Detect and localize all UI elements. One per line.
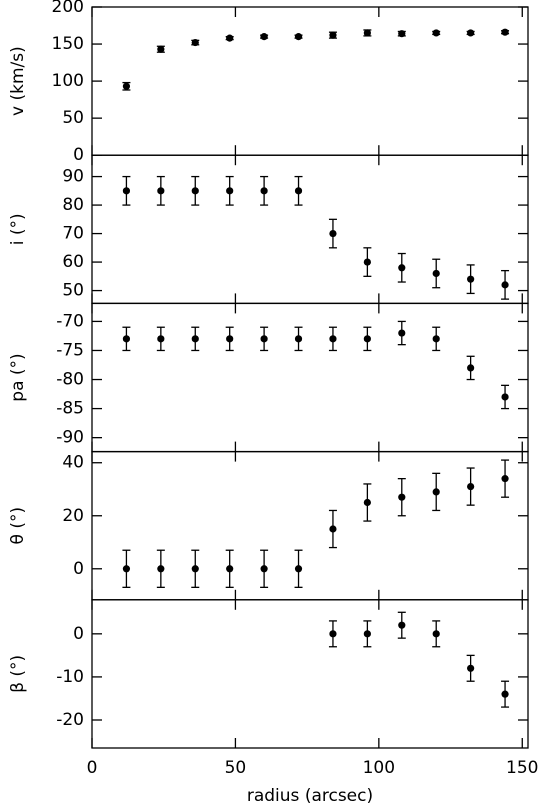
point [329, 335, 337, 343]
y-tick-label: 200 [52, 0, 84, 17]
y-tick-label: 100 [52, 71, 84, 91]
point [398, 264, 406, 272]
y-axis-label: v (km/s) [8, 46, 28, 116]
point [363, 335, 371, 343]
point [191, 187, 199, 195]
x-axis-label: radius (arcsec) [247, 786, 373, 806]
point [294, 335, 303, 343]
point [432, 269, 440, 278]
point [398, 329, 406, 337]
point [122, 335, 131, 343]
point [467, 664, 475, 672]
y-tick-label: 60 [62, 252, 84, 272]
y-axis-label: β (°) [8, 655, 28, 693]
y-tick-label: 0 [73, 624, 84, 644]
y-axis-label: θ (°) [8, 507, 28, 545]
point [157, 335, 165, 343]
point [122, 565, 131, 573]
y-tick-label: 20 [62, 506, 84, 526]
point [467, 29, 475, 37]
point [363, 258, 371, 266]
point [122, 82, 131, 90]
y-tick-label: 90 [62, 167, 84, 187]
y-tick-label: -70 [56, 311, 84, 331]
point [398, 30, 406, 38]
point [467, 482, 475, 491]
point [329, 630, 337, 638]
point [191, 38, 199, 47]
y-tick-label: 50 [62, 281, 84, 301]
y-tick-label: -90 [56, 428, 84, 448]
point [260, 187, 268, 195]
point [226, 565, 234, 573]
point [467, 275, 475, 283]
point [501, 281, 509, 289]
panel-frame [91, 450, 529, 601]
point [260, 335, 268, 343]
point [260, 565, 268, 573]
point [157, 187, 165, 195]
y-tick-label: -10 [56, 667, 84, 687]
panel-frame [91, 6, 529, 156]
y-tick-label: 150 [52, 34, 84, 54]
panel-frame [91, 302, 529, 453]
y-tick-label: 70 [62, 224, 84, 244]
y-tick-label: 0 [73, 559, 84, 579]
point [226, 34, 234, 42]
point [329, 31, 337, 39]
point [294, 565, 303, 573]
point [467, 364, 475, 372]
panel-frame [91, 154, 529, 305]
x-tick-label: 150 [506, 758, 538, 778]
x-tick-label: 50 [225, 758, 247, 778]
point [432, 29, 440, 37]
point [191, 565, 199, 573]
x-tick-label: 100 [363, 758, 395, 778]
point [432, 488, 440, 496]
point [191, 335, 199, 343]
point [260, 33, 268, 41]
point [501, 690, 509, 698]
point [501, 393, 509, 401]
point [501, 475, 509, 483]
point [432, 630, 440, 638]
y-axis-label: pa (°) [8, 353, 28, 401]
point [398, 621, 406, 629]
y-tick-label: 50 [62, 108, 84, 128]
point [329, 229, 337, 238]
y-tick-label: 40 [62, 453, 84, 473]
point [363, 29, 371, 37]
point [226, 335, 234, 343]
point [157, 45, 165, 53]
y-axis-label: i (°) [8, 213, 28, 245]
y-tick-label: 80 [62, 195, 84, 215]
y-tick-label: -75 [56, 340, 84, 360]
point [329, 525, 337, 533]
y-tick-label: -85 [56, 399, 84, 419]
y-tick-label: 0 [73, 145, 84, 165]
point [363, 498, 371, 507]
point [157, 565, 165, 573]
point [294, 33, 303, 41]
point [226, 187, 234, 195]
panel-frame [91, 599, 529, 749]
x-tick-label: 0 [87, 758, 98, 778]
point [432, 335, 440, 343]
y-tick-label: -80 [56, 370, 84, 390]
y-tick-label: -20 [56, 710, 84, 730]
point [398, 493, 406, 501]
point [501, 28, 509, 36]
point [122, 187, 131, 195]
point [363, 630, 371, 638]
point [294, 187, 303, 195]
